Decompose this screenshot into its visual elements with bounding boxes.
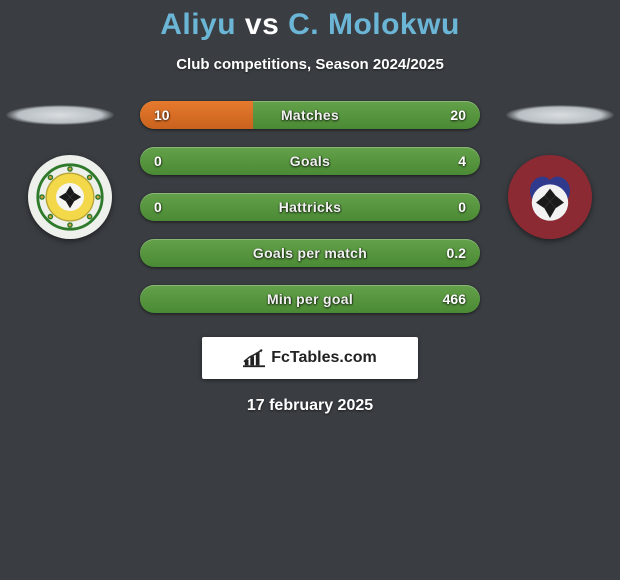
club-badge-right [508,155,592,239]
club-badge-left [28,155,112,239]
club-logo-left-icon [35,162,105,232]
stat-bars: 10Matches200Goals40Hattricks0Goals per m… [140,101,480,331]
stat-label: Goals [140,147,480,175]
stat-right-value: 4 [458,147,466,175]
club-logo-right-icon [515,162,585,232]
comparison-title: Aliyu vs C. Molokwu [0,0,620,42]
stat-right-value: 466 [443,285,466,313]
stat-right-value: 0 [458,193,466,221]
stat-label: Matches [140,101,480,129]
stat-bar: 0Goals4 [140,147,480,175]
stat-bar: Goals per match0.2 [140,239,480,267]
stat-label: Goals per match [140,239,480,267]
brand-chart-icon [243,348,265,368]
brand-badge[interactable]: FcTables.com [202,337,418,379]
shadow-right [506,105,614,125]
stat-bar: 0Hattricks0 [140,193,480,221]
stat-label: Min per goal [140,285,480,313]
stat-bar: 10Matches20 [140,101,480,129]
stat-bar: Min per goal466 [140,285,480,313]
shadow-left [6,105,114,125]
stats-stage: 10Matches200Goals40Hattricks0Goals per m… [0,101,620,331]
snapshot-date: 17 february 2025 [0,397,620,415]
brand-text: FcTables.com [271,349,377,367]
player1-name: Aliyu [160,8,236,41]
stat-right-value: 0.2 [447,239,466,267]
stat-label: Hattricks [140,193,480,221]
subtitle: Club competitions, Season 2024/2025 [0,56,620,73]
stat-right-value: 20 [450,101,466,129]
vs-text: vs [245,8,279,41]
player2-name: C. Molokwu [288,8,460,41]
